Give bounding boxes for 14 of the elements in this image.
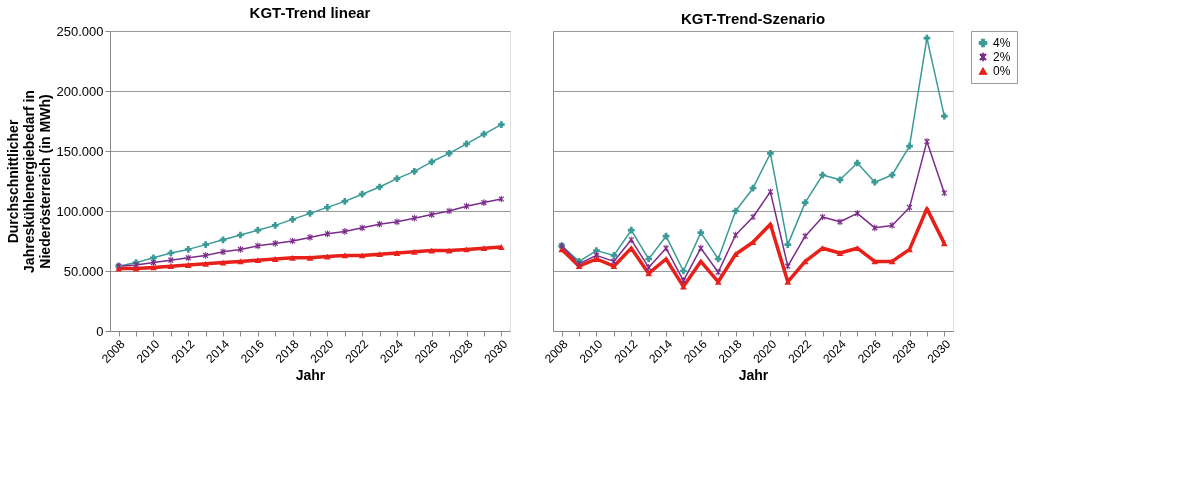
y-tick-label: 0 [96,323,104,339]
y-tick-label: 50.000 [63,263,104,279]
legend-label: 2% [993,50,1011,64]
chart-title: KGT-Trend-Szenario [680,9,826,27]
x-axis-title: Jahr [295,367,326,384]
y-tick-label: 100.000 [56,203,104,219]
legend-label: 0% [993,64,1011,78]
x-axis-title: Jahr [738,367,769,384]
y-tick-label: 150.000 [56,143,104,159]
y-axis-title: Durchschnittlicher Jahreskühlenergiebedarf in Niederösterreich (in MWh) [4,90,53,273]
legend-label: 4% [993,36,1011,50]
y-tick-label: 200.000 [56,83,104,99]
chart-title: KGT-Trend linear [249,4,371,21]
y-tick-label: 250.000 [56,23,104,39]
